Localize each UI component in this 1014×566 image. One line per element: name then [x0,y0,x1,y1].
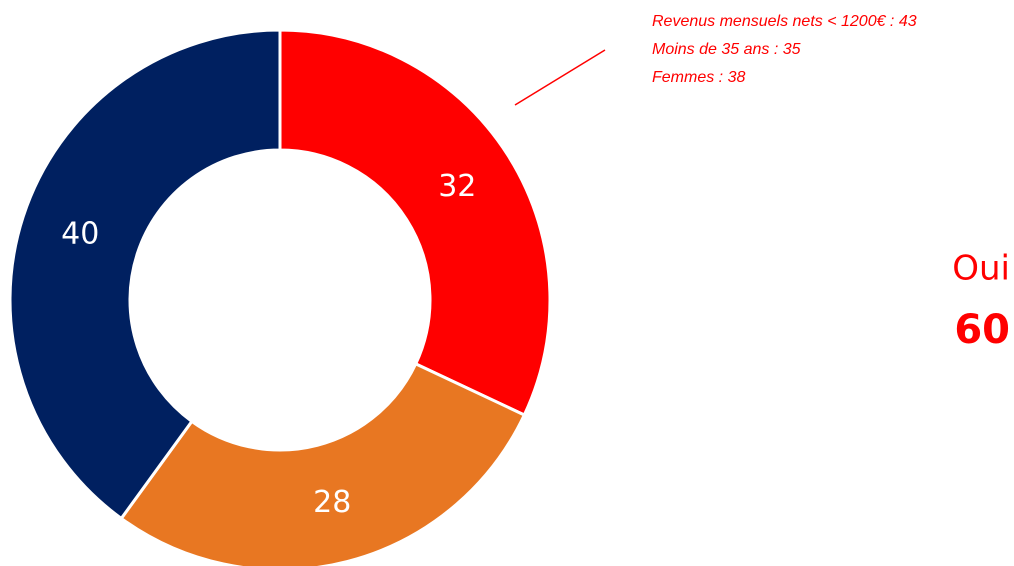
data-label: 32 [438,169,476,204]
donut-slice [278,28,552,417]
annotation: Moins de 35 ans : 35 [652,41,801,58]
data-label: 40 [61,217,99,252]
annotation: Femmes : 38 [652,69,745,86]
annotation: Revenus mensuels nets < 1200€ : 43 [652,13,917,30]
annotation-line [514,49,606,106]
donut-slice [8,28,282,521]
total-value: 60 [954,307,1010,353]
donut-slice [119,361,527,566]
data-label: 28 [313,485,351,520]
total-label: Oui [952,249,1010,289]
